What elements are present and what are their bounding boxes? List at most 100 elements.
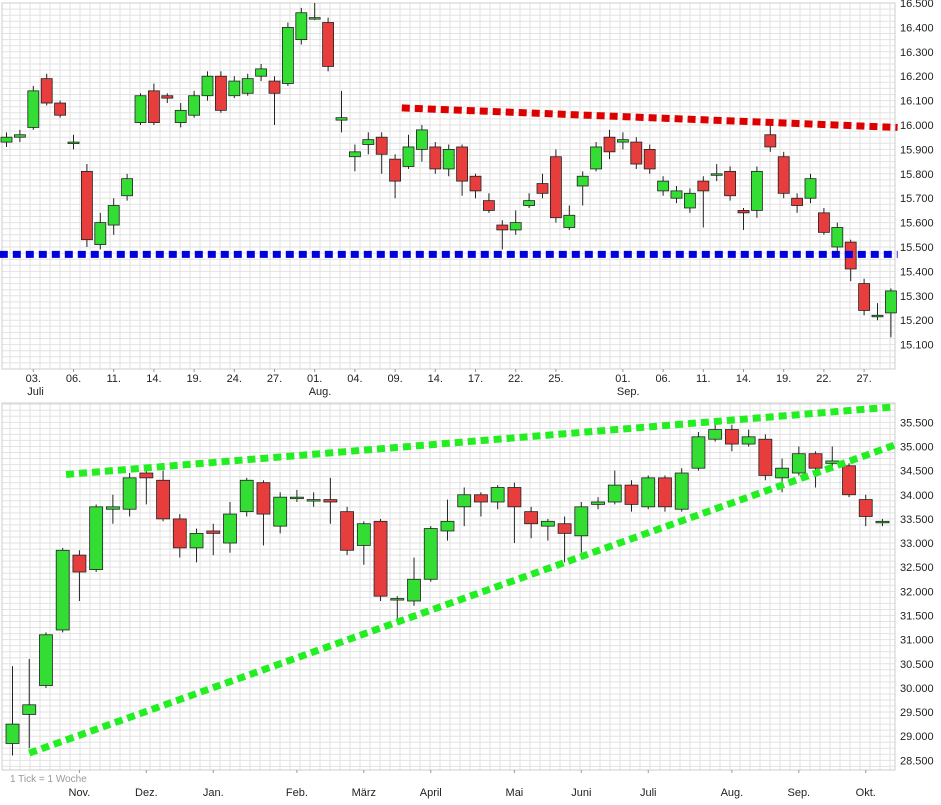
y-tick-label: 15.200 [900, 315, 934, 327]
x-tick-label: 17. [468, 373, 483, 385]
candle-body-up [0, 136, 13, 143]
candle [429, 142, 442, 174]
candle-body-up [415, 129, 428, 150]
candle-body-down [389, 158, 402, 182]
candle [724, 166, 736, 201]
x-tick-label: Juni [571, 787, 591, 799]
y-tick-label: 15.700 [900, 193, 934, 205]
candle-body-up [239, 479, 254, 513]
candle [67, 134, 80, 150]
candle [885, 288, 897, 338]
x-tick-label: Okt. [856, 787, 876, 799]
candle [724, 424, 739, 452]
candle [540, 518, 555, 541]
candle-body-down [507, 487, 522, 508]
x-tick-label: Nov. [69, 787, 91, 799]
candle [273, 492, 288, 534]
x-tick-label: 11. [106, 373, 120, 385]
candle [758, 434, 773, 481]
candle [557, 516, 572, 563]
candle-body-down [81, 170, 93, 241]
candle [871, 303, 884, 321]
candle-body-up [174, 109, 187, 123]
x-tick-label: 03. [26, 373, 41, 385]
plot-frame [1, 402, 896, 771]
month-label: Juli [27, 386, 44, 398]
candle-body-up [804, 178, 817, 199]
candle [831, 222, 844, 252]
candles [0, 3, 897, 338]
candle-body-up [691, 436, 706, 469]
candle-body-up [228, 80, 241, 97]
candle [373, 518, 388, 601]
candle-body-down [777, 156, 790, 194]
candle-body-down [496, 224, 509, 231]
candle [576, 171, 589, 206]
candle [507, 482, 522, 544]
candle-body-down [758, 438, 773, 476]
candle [469, 173, 482, 199]
candle-body-up [523, 200, 535, 206]
candle-body-up [188, 95, 201, 116]
candle [72, 550, 87, 601]
candle-body-up [306, 499, 321, 502]
candle-body-up [295, 12, 308, 41]
candle-body-down [54, 102, 66, 116]
candle [482, 193, 495, 213]
candle-body-down [156, 479, 170, 520]
daily-price-panel: 16.500 16.400 16.300 16.200 16.100 16.000 15.9… [0, 0, 934, 398]
candle [89, 504, 104, 573]
candle [255, 64, 268, 82]
x-axis-labels: Nov. Dez. Jan. Feb. März April Mai Juni Juli Aug.… [69, 770, 876, 799]
candle-body-up [885, 290, 897, 314]
candle [188, 90, 201, 118]
candle-body-up [27, 90, 40, 128]
x-tick-label: 27. [267, 373, 282, 385]
candle-body-up [67, 141, 80, 144]
trend-line [28, 440, 899, 757]
candle-body-up [281, 26, 294, 84]
month-label: Sep. [617, 386, 640, 398]
candle-body-down [456, 146, 469, 182]
x-tick-label: 06. [66, 373, 81, 385]
horizontal-gridlines [2, 8, 895, 370]
candle-body-up [290, 496, 304, 500]
candle-body-down [375, 136, 388, 155]
y-axis-labels: 35.500 35.000 34.500 34.000 33.500 33.000 32.5… [900, 417, 934, 767]
candle [122, 473, 137, 517]
x-tick-label: Mai [506, 787, 524, 799]
candle-body-down [643, 148, 656, 170]
y-tick-label: 31.000 [900, 635, 934, 647]
candle-body-down [603, 136, 616, 153]
x-tick-label: 14. [736, 373, 751, 385]
candle-body-up [574, 506, 589, 537]
candle-body-up [871, 314, 884, 318]
candle [156, 470, 170, 522]
x-tick-label: Dez. [135, 787, 158, 799]
candle [523, 193, 535, 208]
y-tick-label: 15.600 [900, 218, 934, 230]
y-tick-label: 15.900 [900, 144, 934, 156]
y-tick-label: 35.000 [900, 441, 934, 453]
candle-body-up [201, 75, 214, 97]
candle [241, 73, 254, 96]
candle [858, 494, 873, 527]
x-tick-label: 14. [428, 373, 443, 385]
candle [174, 103, 187, 128]
candle-body-up [576, 175, 589, 187]
candle [121, 173, 133, 201]
y-tick-label: 32.000 [900, 586, 934, 598]
x-tick-label: Aug. [721, 787, 744, 799]
y-tick-label: 29.000 [900, 731, 934, 743]
candle [617, 132, 629, 150]
candle [27, 85, 40, 130]
candle [630, 137, 643, 169]
y-tick-label: 15.800 [900, 169, 934, 181]
candle [440, 499, 455, 541]
plot-frame [1, 2, 896, 370]
x-tick-label: Feb. [286, 787, 308, 799]
candle [256, 480, 271, 546]
candle [402, 134, 415, 169]
candle-body-up [13, 134, 26, 138]
